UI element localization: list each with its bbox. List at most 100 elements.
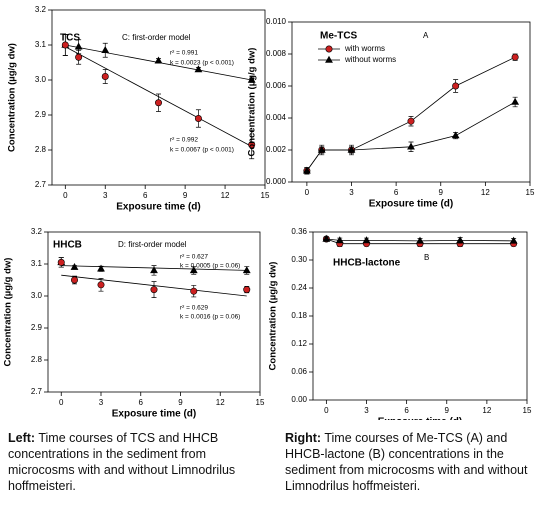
y-tick-label: 3.0	[31, 291, 43, 300]
y-tick-label: 2.9	[31, 323, 43, 332]
y-tick-label: 3.2	[35, 5, 47, 14]
legend-label: without worms	[344, 55, 396, 64]
caption: Left: Time courses of TCS and HHCB conce…	[8, 430, 270, 494]
marker	[248, 141, 256, 149]
x-axis-label: Exposure time (d)	[112, 409, 196, 420]
marker	[317, 145, 326, 153]
y-tick-label: 0.36	[291, 227, 307, 236]
annotation: k = 0.0005 (p = 0.06)	[180, 263, 240, 270]
y-tick-label: 3.1	[35, 40, 47, 49]
x-tick-label: 15	[523, 406, 532, 415]
y-tick-label: 0.000	[266, 177, 287, 186]
x-tick-label: 12	[482, 406, 491, 415]
chart-title: HHCB-lactone	[333, 258, 401, 269]
y-tick-label: 0.06	[291, 367, 307, 376]
legend-marker	[325, 45, 333, 53]
marker	[247, 75, 256, 83]
x-tick-label: 3	[99, 398, 104, 407]
x-tick-label: 0	[63, 191, 68, 200]
series-line	[306, 101, 516, 172]
marker	[101, 46, 110, 53]
x-tick-label: 0	[59, 398, 64, 407]
marker	[347, 145, 356, 153]
marker	[155, 99, 163, 107]
y-axis-label: Concentration (µg/g dw)	[247, 48, 258, 157]
y-tick-label: 2.8	[31, 355, 43, 364]
caption-label: Right:	[285, 431, 322, 445]
caption-text: Time courses of TCS and HHCB concentrati…	[8, 431, 236, 493]
x-tick-label: 12	[216, 398, 225, 407]
marker	[71, 276, 79, 284]
chart-subtitle: A	[423, 31, 429, 40]
marker	[150, 286, 158, 294]
marker	[97, 264, 105, 272]
marker	[57, 258, 65, 266]
x-tick-label: 6	[143, 191, 148, 200]
chart-subtitle: C: first-order model	[122, 33, 191, 42]
marker	[452, 82, 460, 90]
y-axis-label: Concentration (µg/g dw)	[7, 43, 18, 152]
x-tick-label: 15	[256, 398, 265, 407]
marker	[194, 65, 203, 73]
x-tick-label: 12	[481, 188, 490, 197]
x-axis-label: Exposure time (d)	[369, 199, 453, 210]
x-tick-label: 12	[221, 191, 230, 200]
marker	[74, 42, 83, 50]
marker	[154, 56, 163, 64]
x-axis-label: Exposure time (d)	[378, 417, 462, 420]
marker	[97, 281, 105, 289]
y-tick-label: 0.004	[266, 113, 287, 122]
annotation: k = 0.0016 (p = 0.06)	[180, 314, 240, 321]
caption: Right: Time courses of Me-TCS (A) and HH…	[285, 430, 547, 494]
x-tick-label: 9	[183, 191, 188, 200]
marker	[75, 53, 83, 61]
marker	[511, 97, 520, 105]
marker	[335, 236, 344, 244]
annotation: r² = 0.627	[180, 254, 208, 261]
marker	[101, 73, 109, 81]
annotation: k = 0.0067 (p < 0.001)	[170, 147, 234, 154]
x-tick-label: 6	[404, 406, 409, 415]
marker	[189, 266, 198, 274]
y-tick-label: 0.30	[291, 255, 307, 264]
marker	[407, 142, 415, 150]
legend-label: with worms	[344, 44, 385, 53]
series-line	[306, 56, 516, 172]
y-tick-label: 3.0	[35, 75, 47, 84]
marker	[243, 286, 251, 294]
caption-text: Time courses of Me-TCS (A) and HHCB-lact…	[285, 431, 528, 493]
legend: with worms without worms	[318, 44, 396, 64]
plot-frame	[51, 9, 266, 186]
x-tick-label: 0	[305, 188, 310, 197]
chart-title: Me-TCS	[320, 31, 358, 42]
marker	[302, 166, 311, 174]
x-tick-label: 3	[349, 188, 354, 197]
x-tick-label: 9	[439, 188, 444, 197]
marker	[322, 234, 331, 242]
y-tick-label: 0.010	[266, 17, 287, 26]
marker	[61, 41, 69, 49]
legend-marker	[325, 55, 333, 63]
marker	[416, 236, 424, 244]
x-tick-label: 15	[526, 188, 535, 197]
y-tick-label: 0.00	[291, 395, 307, 404]
y-tick-label: 2.7	[35, 180, 47, 189]
y-tick-label: 0.002	[266, 145, 287, 154]
y-tick-label: 0.006	[266, 81, 287, 90]
chart-subtitle: D: first-order model	[118, 240, 187, 249]
y-tick-label: 0.24	[291, 283, 307, 292]
annotation: r² = 0.629	[180, 305, 208, 312]
chart-title: TCS	[60, 33, 80, 44]
marker	[407, 117, 415, 125]
y-tick-label: 2.9	[35, 110, 47, 119]
x-tick-label: 6	[139, 398, 144, 407]
x-tick-label: 0	[324, 406, 329, 415]
x-tick-label: 15	[261, 191, 270, 200]
chart-title: HHCB	[53, 240, 82, 251]
marker	[362, 236, 371, 244]
chart-subtitle: B	[424, 253, 429, 262]
y-axis-label: Concentration (µg/g dw)	[3, 258, 14, 367]
marker	[70, 262, 79, 270]
caption-label: Left:	[8, 431, 36, 445]
